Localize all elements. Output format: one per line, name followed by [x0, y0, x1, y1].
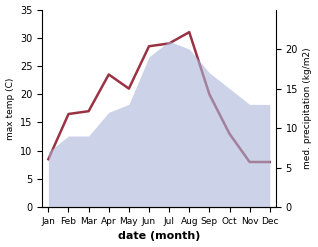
Y-axis label: max temp (C): max temp (C) [5, 77, 15, 140]
X-axis label: date (month): date (month) [118, 231, 200, 242]
Y-axis label: med. precipitation (kg/m2): med. precipitation (kg/m2) [303, 48, 313, 169]
